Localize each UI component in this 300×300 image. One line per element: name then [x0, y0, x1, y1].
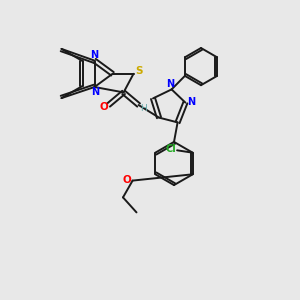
Text: S: S: [135, 66, 142, 76]
Text: N: N: [90, 50, 98, 61]
Text: Cl: Cl: [165, 144, 176, 154]
Text: O: O: [99, 101, 108, 112]
Text: N: N: [91, 87, 99, 97]
Text: O: O: [123, 175, 132, 185]
Text: H: H: [140, 104, 147, 113]
Text: N: N: [166, 79, 175, 89]
Text: N: N: [187, 97, 195, 107]
